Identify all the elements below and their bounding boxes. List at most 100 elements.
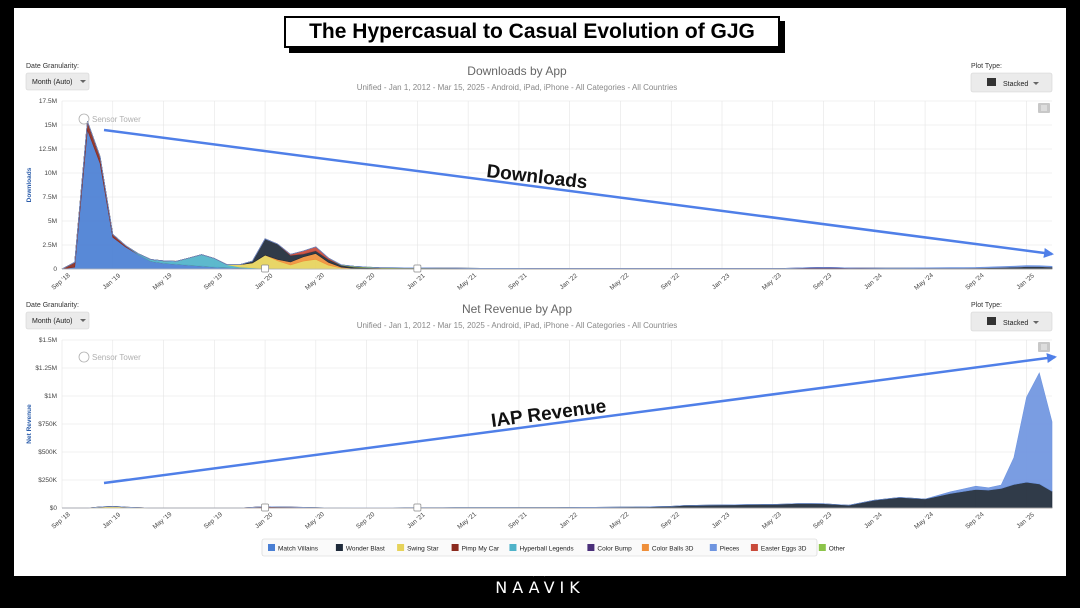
x-tick-label: Sep '23 — [812, 272, 834, 292]
event-marker-icon[interactable] — [413, 503, 422, 512]
chart-title-downloads: Downloads by App — [467, 64, 567, 78]
legend-label: Hyperball Legends — [519, 546, 574, 553]
y-tick-label: 5M — [48, 218, 57, 225]
x-tick-label: Jan '19 — [102, 272, 123, 291]
legend-label: Color Balls 3D — [652, 546, 694, 553]
legend-item-pieces[interactable]: Pieces — [709, 544, 740, 553]
x-tick-label: Sep '20 — [355, 511, 377, 531]
x-tick-label: Jan '20 — [254, 272, 275, 291]
event-marker-icon[interactable] — [413, 264, 422, 273]
x-tick-label: Jan '23 — [711, 272, 732, 291]
legend-item-match-villains[interactable]: Match Villains — [268, 544, 319, 553]
legend-item-pimp-my-car[interactable]: Pimp My Car — [451, 544, 500, 553]
legend-swatch — [509, 544, 517, 551]
stacked-chart-icon — [987, 78, 996, 86]
svg-text:Sensor Tower: Sensor Tower — [92, 115, 141, 124]
legend-label: Match Villains — [278, 546, 319, 553]
x-tick-label: May '20 — [304, 511, 326, 531]
legend-swatch — [587, 544, 595, 551]
legend-item-swing-star[interactable]: Swing Star — [397, 544, 439, 553]
downloads-plot: 0 2.5M 5M 7.5M 10M 12.5M 15M 17.5M Sep '18 Jan '1… — [26, 98, 1053, 292]
y-tick-label: 7.5M — [43, 194, 57, 201]
menu-icon — [1041, 105, 1047, 111]
legend-label: Pimp My Car — [462, 546, 500, 553]
x-tick-label: Sep '18 — [50, 511, 72, 531]
x-tick-label: Sep '20 — [355, 272, 377, 292]
x-tick-label: Sep '22 — [660, 511, 682, 531]
legend-item-easter-eggs-3d[interactable]: Easter Eggs 3D — [750, 544, 807, 553]
event-marker-icon[interactable] — [261, 264, 269, 273]
y-tick-label: 12.5M — [39, 146, 57, 153]
x-tick-label: Jan '24 — [863, 511, 884, 530]
chevron-down-icon — [80, 80, 86, 83]
x-tick-label: Jan '21 — [406, 272, 427, 291]
downloads-annotation: Downloads — [485, 161, 588, 193]
plot-type-select-bottom[interactable]: Stacked — [970, 311, 1053, 332]
x-tick-label: May '22 — [609, 511, 631, 531]
x-tick-label: May '21 — [456, 272, 478, 292]
event-marker-icon[interactable] — [261, 503, 269, 512]
x-tick-label: May '24 — [913, 511, 935, 531]
plot-type-select-top[interactable]: Stacked — [970, 72, 1053, 93]
sensor-tower-watermark-bottom: Sensor Tower — [78, 351, 141, 363]
y-tick-label: $1M — [44, 393, 57, 400]
granularity-select-top[interactable]: Month (Auto) — [25, 72, 90, 91]
series-area-wonder-blast — [62, 481, 1053, 509]
stacked-chart-icon — [987, 317, 996, 325]
legend-label: Swing Star — [407, 546, 439, 553]
x-tick-label: Jan '25 — [1015, 511, 1036, 530]
legend-item-color-bump[interactable]: Color Bump — [587, 544, 632, 553]
chart-subtitle-revenue: Unified - Jan 1, 2012 - Mar 15, 2025 - A… — [357, 321, 678, 330]
chart-legend: Match Villains Wonder Blast Swing Star Pimp… — [261, 538, 846, 557]
chart-menu-button-bottom[interactable] — [1038, 342, 1050, 352]
chevron-down-icon — [1033, 321, 1039, 324]
legend-swatch — [268, 544, 275, 551]
granularity-select-bottom[interactable]: Month (Auto) — [25, 311, 90, 330]
x-tick-label: May '19 — [152, 272, 174, 292]
x-tick-label: May '20 — [304, 272, 326, 292]
x-tick-label: Jan '22 — [559, 511, 580, 530]
y-tick-label: $1.5M — [39, 337, 57, 344]
x-tick-label: Sep '19 — [203, 272, 225, 292]
x-tick-label: Jan '22 — [559, 272, 580, 291]
legend-item-hyperball-legends[interactable]: Hyperball Legends — [509, 544, 574, 553]
footer-brand: NAAVIK — [495, 578, 585, 597]
x-tick-label: Jan '19 — [102, 511, 123, 530]
chart-menu-button-top[interactable] — [1038, 103, 1050, 113]
canoe-logo-icon — [494, 557, 586, 577]
legend-label: Other — [829, 546, 846, 553]
y-tick-label: 0 — [53, 266, 57, 273]
legend-swatch — [709, 544, 717, 551]
x-tick-label: Sep '19 — [203, 511, 225, 531]
legend-item-color-balls-3d[interactable]: Color Balls 3D — [641, 544, 694, 553]
x-tick-label: Jan '21 — [406, 511, 427, 530]
legend-swatch — [641, 544, 649, 551]
y-tick-label: $1.25M — [35, 365, 57, 372]
x-tick-label: Jan '24 — [863, 272, 884, 291]
legend-swatch — [451, 544, 459, 551]
x-tick-label: May '23 — [761, 511, 783, 531]
y-tick-label: 15M — [44, 122, 57, 129]
y-tick-label: 10M — [44, 170, 57, 177]
legend-label: Wonder Blast — [346, 546, 385, 553]
x-tick-label: Sep '24 — [964, 272, 986, 292]
legend-swatch — [750, 544, 758, 551]
x-tick-label: May '19 — [152, 511, 174, 531]
y-axis-label: Downloads — [26, 167, 33, 202]
y-tick-label: 17.5M — [39, 98, 57, 105]
revenue-annotation: IAP Revenue — [490, 396, 608, 432]
plot-type-label-top: Plot Type: — [971, 63, 1002, 70]
series-area-match-villains — [61, 129, 1052, 270]
chart-title-revenue: Net Revenue by App — [462, 302, 572, 316]
legend-item-wonder-blast[interactable]: Wonder Blast — [335, 544, 385, 553]
revenue-trend-arrow — [103, 353, 1057, 485]
revenue-plot: $0 $250K $500K $750K $1M $1.25M $1.5M Sep '18 Ja… — [26, 337, 1053, 531]
granularity-label-top: Date Granularity: — [26, 63, 79, 70]
y-tick-label: 2.5M — [43, 242, 57, 249]
chevron-down-icon — [80, 319, 86, 322]
legend-swatch — [335, 544, 343, 551]
sensor-tower-watermark-top: Sensor Tower — [78, 113, 141, 125]
svg-text:Sensor Tower: Sensor Tower — [92, 353, 141, 362]
legend-item-other[interactable]: Other — [818, 544, 846, 553]
menu-icon — [1041, 344, 1047, 350]
